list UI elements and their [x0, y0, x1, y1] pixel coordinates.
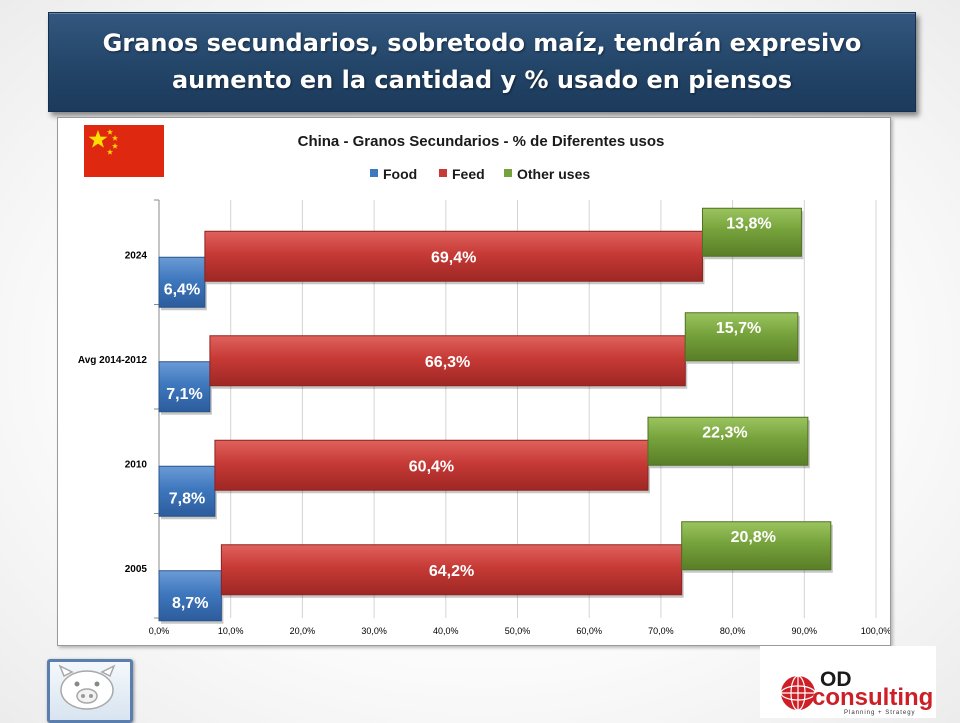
data-label: 7,8%: [169, 490, 205, 507]
x-tick-label: 90,0%: [792, 626, 818, 636]
x-tick-label: 70,0%: [648, 626, 674, 636]
globe-icon: [780, 675, 816, 711]
slide-title-banner: Granos secundarios, sobretodo maíz, tend…: [48, 12, 916, 112]
bar-feed: [220, 544, 683, 596]
legend-swatch-other-uses: [504, 169, 512, 177]
od-consulting-logo: OD consulting Planning + Strategy: [760, 646, 936, 718]
x-tick-label: 60,0%: [576, 626, 602, 636]
legend-label-feed: Feed: [452, 166, 485, 182]
x-tick-label: 0,0%: [149, 626, 170, 636]
bar-other-uses: [681, 521, 832, 571]
bar-food: [158, 256, 206, 308]
bar-chart: China - Granos Secundarios - % de Difere…: [78, 125, 890, 636]
data-label: 20,8%: [731, 529, 776, 546]
data-label: 66,3%: [425, 354, 470, 371]
bar-feed: [214, 439, 649, 491]
x-tick-label: 30,0%: [361, 626, 387, 636]
bar-feed: [204, 230, 703, 282]
category-label: 2010: [125, 459, 148, 470]
data-label: 15,7%: [716, 320, 761, 337]
data-label: 69,4%: [431, 249, 476, 266]
data-label: 13,8%: [726, 215, 771, 232]
x-tick-label: 80,0%: [720, 626, 746, 636]
china-flag-icon: [84, 125, 164, 177]
chart-axes: [154, 199, 160, 619]
slide-title-line-2: aumento en la cantidad y % usado en pien…: [171, 66, 793, 94]
category-label: 2005: [125, 564, 148, 575]
legend-label-food: Food: [383, 166, 417, 182]
pig-logo: [47, 659, 133, 723]
bar-food: [158, 465, 216, 517]
x-tick-label: 20,0%: [290, 626, 316, 636]
bar-food: [158, 570, 222, 622]
chart-legend: Food Feed Other uses: [370, 166, 590, 182]
category-label: Avg 2014-2012: [78, 355, 148, 366]
chart-labels: 0,0% 10,0% 20,0% 30,0% 40,0% 50,0% 60,0% 70,0% 8…: [78, 215, 890, 636]
chart-frame: China - Granos Secundarios - % de Difere…: [57, 117, 891, 646]
od-consulting-logo-graphic: OD consulting Planning + Strategy: [780, 668, 933, 716]
od-tagline-text: Planning + Strategy: [844, 710, 916, 716]
data-label: 8,7%: [172, 595, 208, 612]
bar-other-uses: [684, 312, 799, 362]
data-label: 7,1%: [166, 386, 202, 403]
x-tick-label: 40,0%: [433, 626, 459, 636]
od-brand-text: OD: [820, 668, 852, 691]
data-label: 64,2%: [429, 563, 474, 580]
chart-title: China - Granos Secundarios - % de Difere…: [298, 133, 665, 150]
data-label: 22,3%: [702, 424, 747, 441]
data-label: 6,4%: [164, 281, 200, 298]
bar-food: [158, 361, 211, 413]
bar-other-uses: [647, 416, 809, 466]
x-tick-label: 50,0%: [505, 626, 531, 636]
bar-feed: [209, 335, 686, 387]
data-label: 60,4%: [409, 458, 454, 475]
bar-other-uses: [701, 207, 802, 257]
legend-swatch-feed: [439, 169, 447, 177]
slide-title-line-1: Granos secundarios, sobretodo maíz, tend…: [102, 29, 862, 57]
legend-label-other-uses: Other uses: [517, 166, 590, 182]
od-name-text: consulting: [812, 684, 933, 711]
chart-bars: [158, 207, 833, 624]
x-tick-label: 10,0%: [218, 626, 244, 636]
legend-swatch-food: [370, 169, 378, 177]
x-tick-label: 100,0%: [861, 626, 890, 636]
category-label: 2024: [125, 250, 148, 261]
pig-icon: [58, 664, 116, 710]
